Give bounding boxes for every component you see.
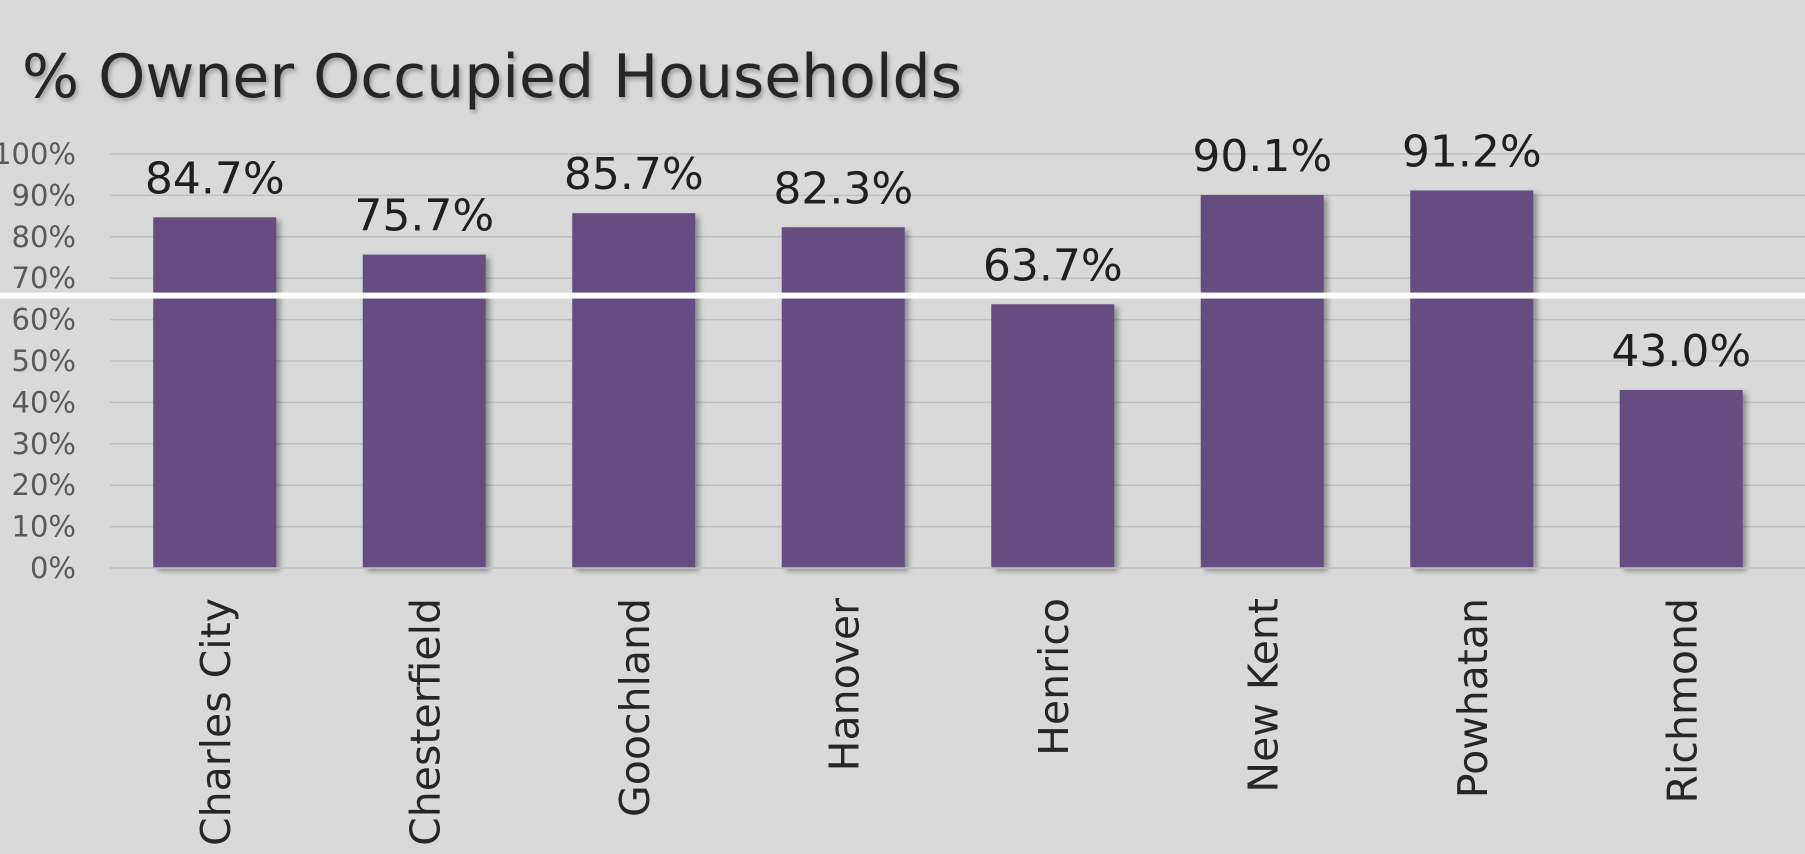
bar: [781, 227, 905, 568]
bar: [1200, 194, 1324, 568]
category-label: Powhatan: [1449, 598, 1497, 798]
reference-line: [0, 292, 1805, 299]
y-tick-label: 60%: [12, 303, 76, 337]
data-label: 75.7%: [354, 191, 494, 242]
chart-title: % Owner Occupied Households: [22, 42, 962, 112]
y-tick-label: 10%: [12, 510, 76, 544]
x-axis: Charles City Chesterfield Goochland Hanover…: [110, 567, 1805, 846]
y-tick-label: 80%: [12, 220, 76, 254]
data-label: 85.7%: [564, 149, 704, 200]
bar: [1619, 389, 1743, 568]
category-label: Hanover: [820, 598, 868, 772]
data-label: 90.1%: [1192, 131, 1332, 182]
bar: [1410, 190, 1534, 568]
data-labels: 84.7% 75.7% 85.7% 82.3% 63.7% 90.1% 91.2% 43.0%: [145, 126, 1751, 377]
y-tick-label: 90%: [12, 178, 76, 212]
category-label: Charles City: [192, 598, 240, 846]
bar: [153, 217, 277, 569]
y-tick-label: 0%: [30, 551, 76, 585]
category-label: Henrico: [1030, 598, 1078, 756]
bars: [153, 190, 1743, 569]
y-tick-label: 30%: [12, 427, 76, 461]
bar: [572, 213, 696, 568]
data-label: 84.7%: [145, 153, 285, 204]
category-label: Richmond: [1658, 598, 1706, 803]
y-tick-label: 100%: [0, 137, 76, 171]
data-label: 82.3%: [773, 163, 913, 214]
data-label: 63.7%: [983, 240, 1123, 291]
category-label: Goochland: [611, 598, 659, 817]
reference-line-group: [0, 292, 1805, 299]
category-label: Chesterfield: [401, 598, 449, 846]
y-tick-label: 20%: [12, 468, 76, 502]
y-tick-label: 40%: [12, 385, 76, 419]
data-label: 43.0%: [1611, 326, 1751, 377]
category-label: New Kent: [1239, 598, 1287, 793]
bar: [991, 304, 1115, 568]
y-tick-label: 70%: [12, 261, 76, 295]
y-tick-label: 50%: [12, 344, 76, 378]
y-axis: 0% 10% 20% 30% 40% 50% 60% 70% 80% 90% 100%: [0, 137, 76, 585]
bar: [362, 254, 486, 569]
data-label: 91.2%: [1402, 126, 1542, 177]
